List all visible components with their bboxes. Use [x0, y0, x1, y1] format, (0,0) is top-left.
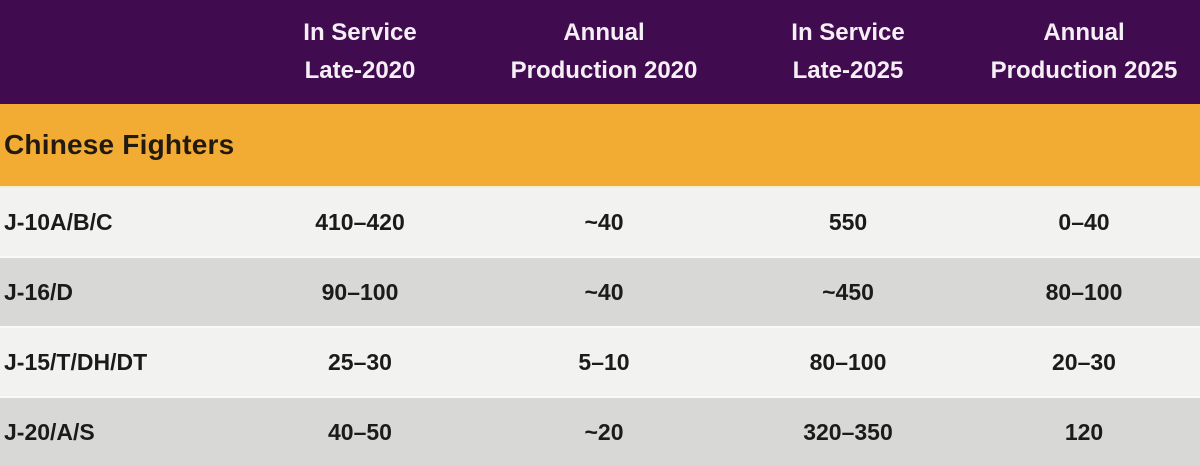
cell-annual-production-2020: 5–10	[578, 348, 630, 375]
column-header-annual-production-2020: Annual Production 2020	[480, 14, 728, 90]
cell-annual-production-2020: ~40	[584, 208, 624, 235]
row-label: J-10A/B/C	[4, 208, 113, 235]
column-header-line: Production 2025	[990, 57, 1178, 84]
column-header-line: Annual	[563, 19, 645, 46]
section-title: Chinese Fighters	[4, 129, 235, 160]
cell-in-service-2025: 80–100	[809, 348, 887, 375]
section-header-chinese-fighters: Chinese Fighters	[0, 104, 1200, 186]
column-header-line: Late-2020	[304, 57, 416, 84]
cell-in-service-2025: 320–350	[803, 418, 893, 445]
cell-in-service-2020: 25–30	[328, 348, 392, 375]
cell-annual-production-2025: 120	[1064, 418, 1104, 445]
row-label: J-15/T/DH/DT	[4, 348, 148, 375]
column-header-line: In Service	[303, 19, 417, 46]
cell-annual-production-2025: 20–30	[1052, 348, 1116, 375]
table-header-row: In Service Late-2020 Annual Production 2…	[0, 0, 1200, 104]
column-header-line: In Service	[791, 19, 905, 46]
column-header-in-service-late-2025: In Service Late-2025	[728, 14, 968, 90]
table-row-j16: J-16/D 90–100 ~40 ~450 80–100	[0, 256, 1200, 326]
cell-in-service-2025: ~450	[822, 278, 874, 305]
table-row-j15: J-15/T/DH/DT 25–30 5–10 80–100 20–30	[0, 326, 1200, 396]
cell-annual-production-2020: ~20	[584, 418, 624, 445]
cell-in-service-2020: 40–50	[328, 418, 392, 445]
cell-annual-production-2020: ~40	[584, 278, 624, 305]
column-header-annual-production-2025: Annual Production 2025	[968, 14, 1200, 90]
table-row-j20: J-20/A/S 40–50 ~20 320–350 120	[0, 396, 1200, 466]
table-row-j10: J-10A/B/C 410–420 ~40 550 0–40	[0, 186, 1200, 256]
row-label: J-16/D	[4, 278, 74, 305]
column-header-in-service-late-2020: In Service Late-2020	[240, 14, 480, 90]
column-header-line: Annual	[1043, 19, 1125, 46]
cell-in-service-2020: 410–420	[315, 208, 405, 235]
cell-annual-production-2025: 0–40	[1058, 208, 1110, 235]
column-header-line: Late-2025	[792, 57, 904, 84]
cell-in-service-2020: 90–100	[321, 278, 399, 305]
column-header-line: Production 2020	[510, 57, 698, 84]
cell-in-service-2025: 550	[828, 208, 868, 235]
row-label: J-20/A/S	[4, 418, 95, 445]
cell-annual-production-2025: 80–100	[1045, 278, 1123, 305]
